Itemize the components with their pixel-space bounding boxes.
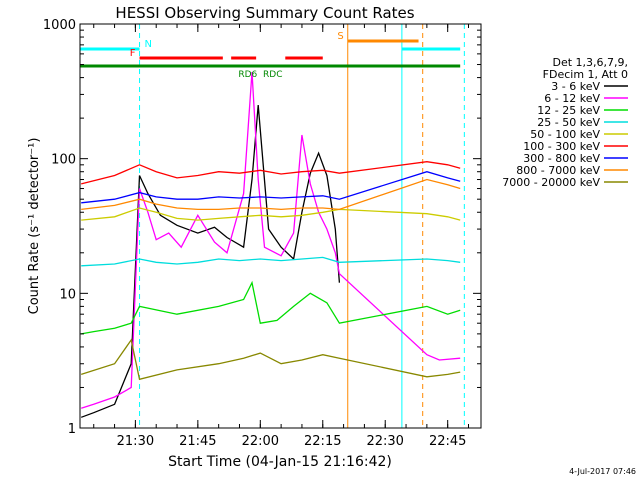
marker-label: RD6 (238, 70, 257, 80)
series-line (80, 105, 341, 418)
series-line (81, 171, 461, 204)
x-tick-label: 21:45 (179, 434, 216, 449)
legend-label: 100 - 300 keV (523, 140, 600, 153)
series-line (81, 280, 461, 335)
series-line (81, 71, 461, 409)
legend-label: 50 - 100 keV (530, 128, 600, 141)
marker-label: RDC (263, 70, 282, 80)
series-line (81, 256, 461, 267)
y-tick-label: 1 (68, 422, 76, 437)
y-tick-label: 100 (51, 153, 76, 168)
y-tick-label: 10 (59, 287, 76, 302)
legend-label: 6 - 12 keV (544, 92, 600, 105)
y-axis-label: Count Rate (s⁻¹ detector⁻¹) (27, 138, 42, 315)
chart-title: HESSI Observing Summary Count Rates (115, 4, 414, 22)
legend-label: 800 - 7000 keV (516, 164, 600, 177)
legend-label: 300 - 800 keV (523, 152, 600, 165)
x-tick-label: 21:30 (117, 434, 154, 449)
mode-bar-label: F (130, 48, 136, 59)
legend-label: 25 - 50 keV (537, 116, 600, 129)
legend-label: 12 - 25 keV (537, 104, 600, 117)
mode-bar-label: S (337, 31, 343, 42)
x-axis: 21:30 21:45 22:00 22:15 22:30 22:45 (93, 24, 470, 449)
mode-bars: NF S (80, 31, 461, 68)
mode-bar-label: N (145, 39, 152, 50)
legend-header: FDecim 1, Att 0 (543, 68, 628, 81)
y-tick-label: 1000 (43, 18, 76, 33)
y-axis: 1 10 100 1000 (43, 18, 481, 437)
series-line (81, 178, 461, 211)
vertical-lines (139, 24, 465, 428)
legend-label: 3 - 6 keV (551, 80, 600, 93)
series-line (81, 338, 461, 381)
x-tick-label: 22:15 (304, 434, 341, 449)
legend-header: Det 1,3,6,7,9, (552, 56, 628, 69)
series-line (81, 207, 461, 221)
series-group (80, 71, 461, 418)
series-line (81, 161, 461, 185)
x-tick-label: 22:45 (429, 434, 466, 449)
x-tick-label: 22:00 (242, 434, 279, 449)
legend: Det 1,3,6,7,9,FDecim 1, Att 03 - 6 keV6 … (502, 56, 628, 189)
markers: RD6 RDC (238, 70, 282, 80)
legend-label: 7000 - 20000 keV (502, 176, 600, 189)
footer-date: 4-Jul-2017 07:46 (569, 467, 636, 476)
plot-frame (79, 23, 482, 429)
x-axis-label: Start Time (04-Jan-15 21:16:42) (168, 454, 392, 470)
x-tick-label: 22:30 (366, 434, 403, 449)
